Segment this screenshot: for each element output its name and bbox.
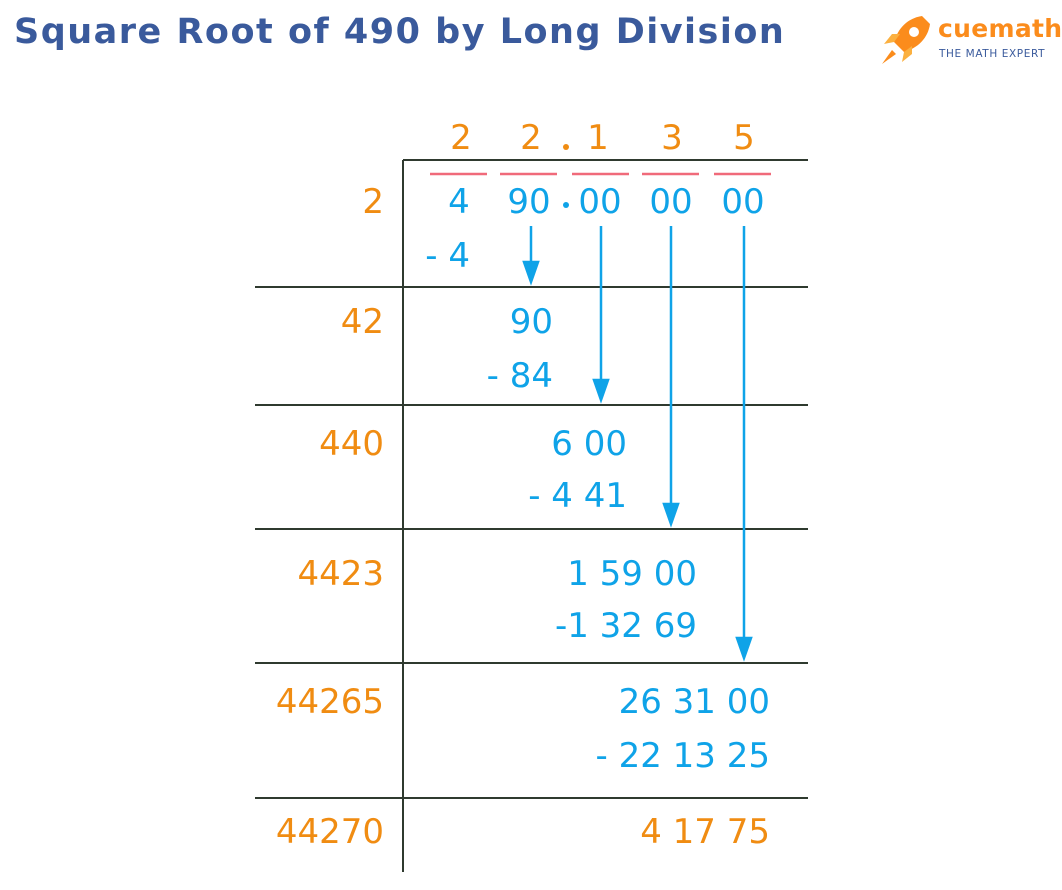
divisor-label: 42 [340,302,384,342]
subtracted-value: -1 32 69 [554,606,697,646]
divisor-label: 4423 [297,554,384,594]
subtracted-value: - 84 [486,356,553,396]
dividend-group: 4 [448,182,470,222]
remainder-value: 4 17 75 [640,812,770,852]
quotient-decimal-point [563,144,569,150]
dividend-group: 90 [507,182,551,222]
bring-down-value: 6 00 [551,424,627,464]
quotient-digit: 2 [520,118,542,158]
quotient-digit: 2 [450,118,472,158]
dividend-decimal-point [563,202,569,208]
brand-tagline: THE MATH EXPERT [939,48,1046,60]
divisor-label: 440 [319,424,384,464]
bring-down-value: 1 59 00 [567,554,697,594]
quotient-digit: 5 [733,118,755,158]
divisor-label: 44265 [275,682,384,722]
rocket-icon [882,16,930,64]
bring-down-value: 90 [509,302,553,342]
subtracted-value: - 4 [425,236,470,276]
brand-name: cuemath [938,14,1062,43]
dividend-group: 00 [649,182,693,222]
dividend-group: 00 [578,182,622,222]
subtracted-value: - 4 41 [528,476,627,516]
divisor-label: 44270 [275,812,384,852]
divisor-label: 2 [362,182,384,222]
brand-logo: cuemath THE MATH EXPERT [878,12,1062,68]
dividend-group: 00 [721,182,765,222]
page-title: Square Root of 490 by Long Division [14,12,786,52]
quotient-digit: 1 [587,118,609,158]
bring-down-value: 26 31 00 [618,682,770,722]
quotient-digit: 3 [661,118,683,158]
subtracted-value: - 22 13 25 [595,736,770,776]
